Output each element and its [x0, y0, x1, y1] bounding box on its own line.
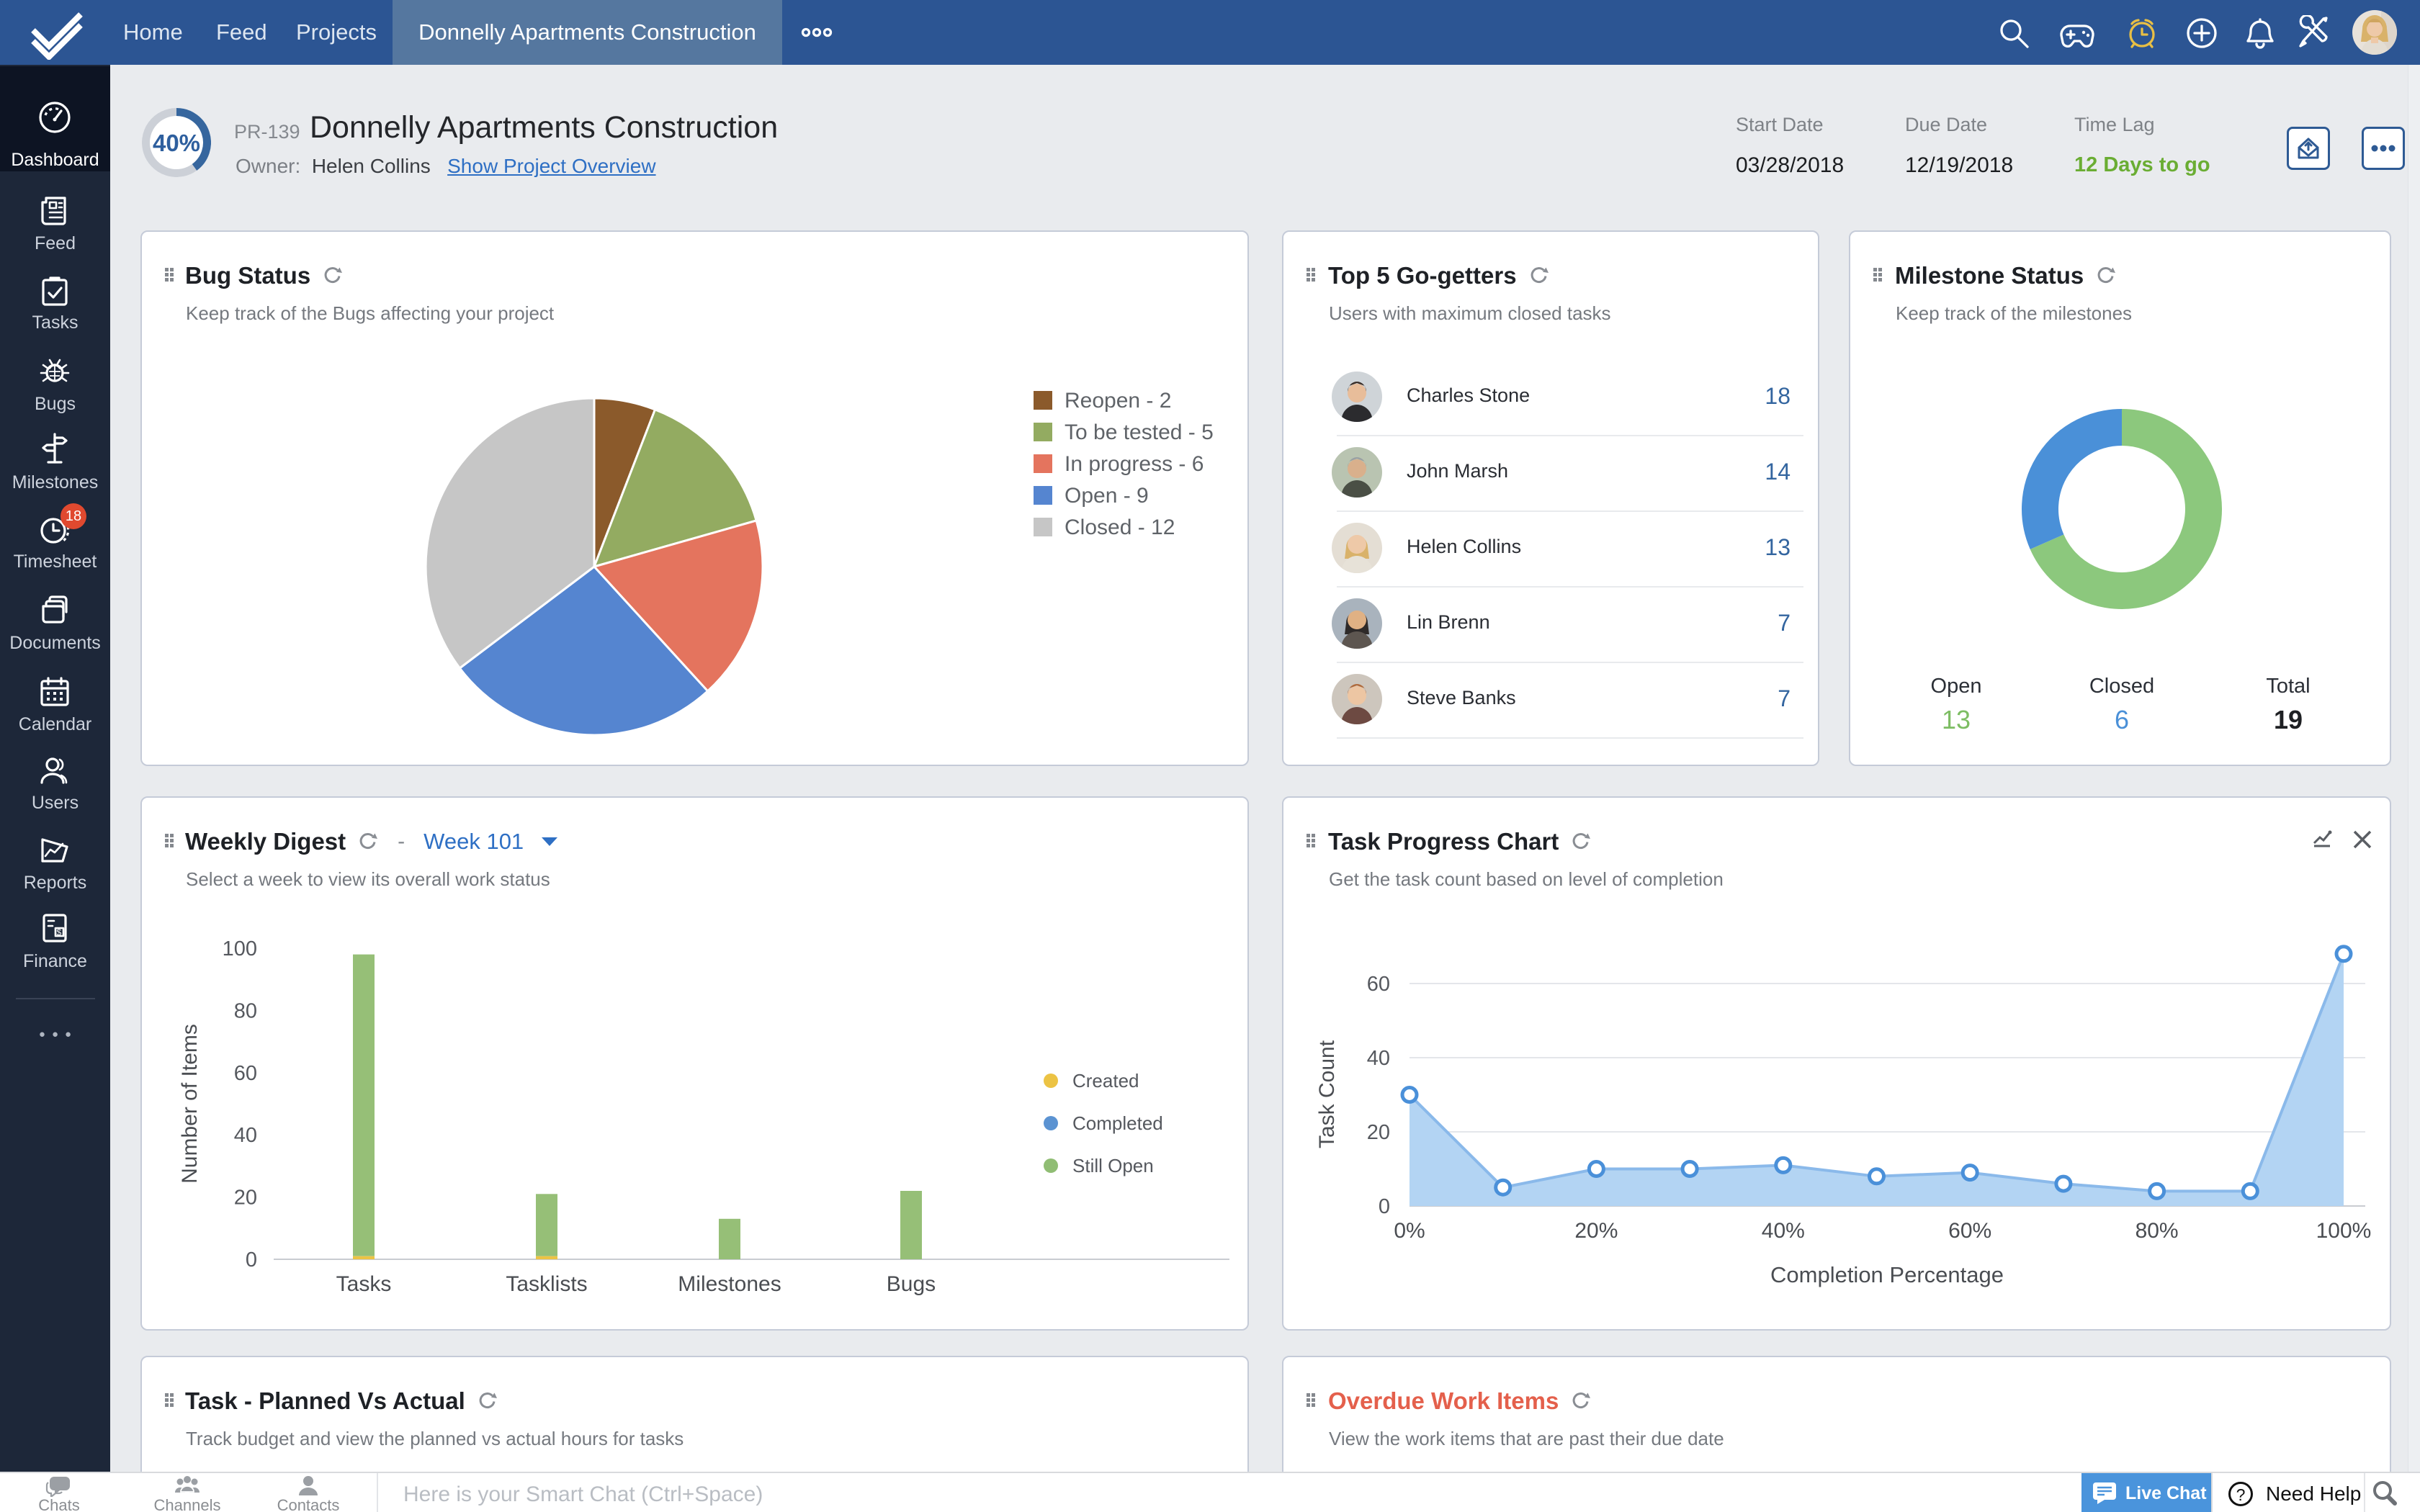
- svg-text:Completion Percentage: Completion Percentage: [1770, 1262, 2004, 1287]
- svg-text:Reopen - 2: Reopen - 2: [1065, 389, 1171, 413]
- svg-text:60%: 60%: [1948, 1219, 1991, 1243]
- svg-text:40%: 40%: [1762, 1219, 1805, 1243]
- svg-text:Still Open: Still Open: [1072, 1155, 1154, 1176]
- svg-text:100%: 100%: [2316, 1219, 2372, 1243]
- svg-text:Task Count: Task Count: [1315, 1040, 1339, 1148]
- svg-text:40: 40: [234, 1124, 257, 1147]
- svg-text:Bugs: Bugs: [887, 1272, 936, 1296]
- svg-text:Total: Total: [2266, 675, 2310, 698]
- svg-text:20: 20: [234, 1187, 257, 1210]
- svg-text:$: $: [57, 927, 62, 937]
- svg-text:Open: Open: [1931, 675, 1982, 698]
- svg-text:100: 100: [223, 937, 257, 960]
- svg-text:Open - 9: Open - 9: [1065, 484, 1149, 508]
- svg-text:Closed: Closed: [2089, 675, 2154, 698]
- svg-text:Completed: Completed: [1072, 1112, 1163, 1134]
- svg-text:80: 80: [234, 999, 257, 1022]
- svg-text:?: ?: [2236, 1485, 2246, 1504]
- svg-text:Closed - 12: Closed - 12: [1065, 516, 1175, 539]
- svg-text:Tasklists: Tasklists: [506, 1272, 587, 1296]
- svg-text:Created: Created: [1072, 1070, 1139, 1092]
- svg-text:40: 40: [1367, 1047, 1390, 1070]
- svg-text:0%: 0%: [1394, 1219, 1425, 1243]
- svg-text:Milestones: Milestones: [678, 1272, 781, 1296]
- svg-text:0: 0: [1379, 1195, 1390, 1218]
- svg-text:Number of Items: Number of Items: [178, 1024, 202, 1184]
- svg-text:40%: 40%: [153, 130, 200, 156]
- svg-text:0: 0: [246, 1248, 257, 1272]
- svg-text:In progress - 6: In progress - 6: [1065, 452, 1204, 476]
- svg-text:To be tested - 5: To be tested - 5: [1065, 420, 1214, 444]
- svg-text:Tasks: Tasks: [336, 1272, 392, 1296]
- svg-text:20: 20: [1367, 1121, 1390, 1144]
- svg-text:60: 60: [234, 1062, 257, 1085]
- svg-text:20%: 20%: [1574, 1219, 1618, 1243]
- svg-text:19: 19: [2274, 705, 2303, 734]
- svg-text:6: 6: [2115, 705, 2129, 734]
- svg-text:13: 13: [1942, 705, 1971, 734]
- svg-text:60: 60: [1367, 973, 1390, 996]
- svg-text:80%: 80%: [2136, 1219, 2179, 1243]
